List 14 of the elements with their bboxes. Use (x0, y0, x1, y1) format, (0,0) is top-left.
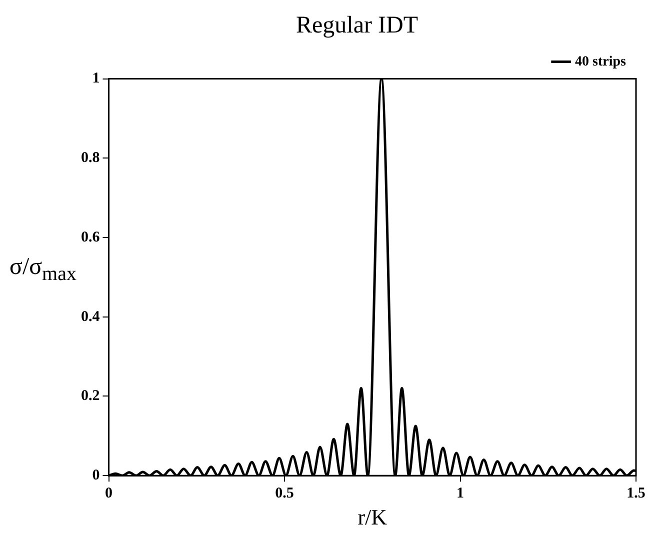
y-tick-label: 0.8 (81, 150, 100, 166)
x-tick-label: 0.5 (275, 485, 294, 502)
y-tick-label: 1 (92, 70, 100, 87)
y-axis-title: σ/σ$_{max}$ (8, 254, 78, 286)
x-tick-label: 0 (105, 485, 112, 502)
y-tick-label: 0.4 (81, 308, 100, 325)
y-tick-label: 0.2 (81, 388, 100, 404)
x-axis-title: r/K (358, 504, 388, 530)
y-tick-label: 0.6 (81, 229, 100, 246)
y-tick-label: 0 (92, 467, 100, 484)
legend-label: 40 strips (575, 54, 627, 70)
x-tick-label: 1 (456, 485, 464, 502)
chart-title: Regular IDT (296, 12, 418, 39)
x-tick-label: 1.5 (626, 485, 646, 502)
